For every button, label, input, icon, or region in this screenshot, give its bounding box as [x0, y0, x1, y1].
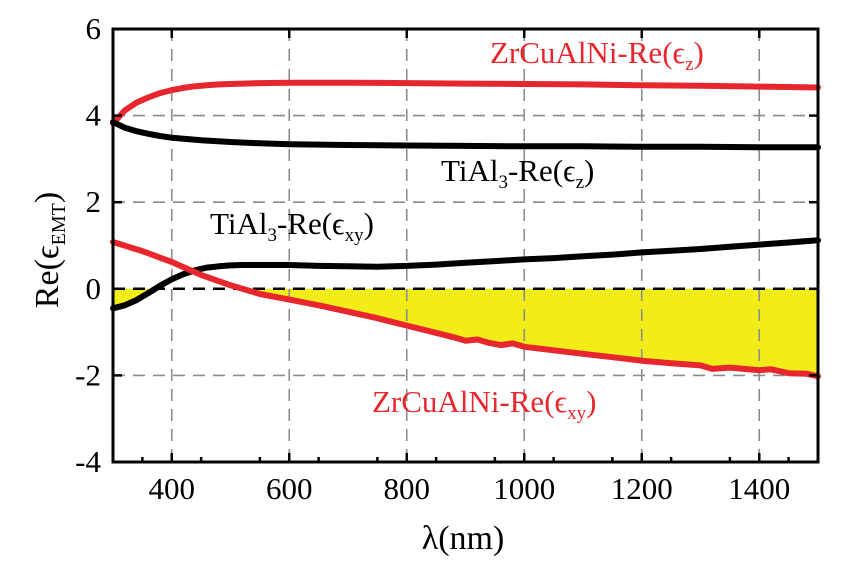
y-axis-title-sub: EMT [48, 203, 70, 245]
y-axis-title-main: Re(ϵ [29, 245, 66, 308]
series-line-zrcualni-re-ez [110, 79, 821, 127]
negative-region-fill [242, 288, 818, 377]
y-tick-label-0: 0 [86, 271, 102, 306]
series-line-tial3-re-ez [110, 119, 821, 151]
y-tick-label--4: -4 [75, 444, 101, 479]
x-axis-title: λ(nm) [422, 520, 505, 557]
x-tick-label-1400: 1400 [728, 471, 790, 506]
series-line-zrcualni-re-exy [110, 239, 821, 380]
axes-layer: 400 600 800 1000 1200 1400 -4 -2 0 2 4 6 [75, 11, 820, 506]
label-tial3-ez: TiAl3-Re(ϵz) [441, 153, 594, 193]
y-tick-label--2: -2 [75, 357, 101, 392]
y-tick-label-2: 2 [86, 184, 102, 219]
label-zrcualni-exy: ZrCuAlNi-Re(ϵxy) [372, 384, 596, 424]
x-tick-label-400: 400 [149, 471, 196, 506]
plot-frame [111, 27, 820, 464]
x-tick-label-1000: 1000 [493, 471, 555, 506]
x-tick-label-800: 800 [384, 471, 431, 506]
x-tick-label-1200: 1200 [611, 471, 673, 506]
grid-layer [113, 29, 818, 462]
x-tick-label-600: 600 [266, 471, 313, 506]
label-tial3-exy: TiAl3-Re(ϵxy) [210, 206, 374, 246]
series-line-tial3-re-exy [110, 237, 821, 312]
y-tick-label-4: 4 [86, 98, 102, 133]
y-tick-label-6: 6 [86, 11, 102, 46]
svg-text:Re(ϵEMT): Re(ϵEMT) [29, 192, 70, 308]
y-axis-title: Re(ϵEMT) [29, 192, 70, 308]
series-layer [110, 79, 821, 380]
label-zrcualni-ez: ZrCuAlNi-Re(ϵz) [490, 35, 704, 75]
y-axis-title-close: ) [29, 192, 66, 203]
